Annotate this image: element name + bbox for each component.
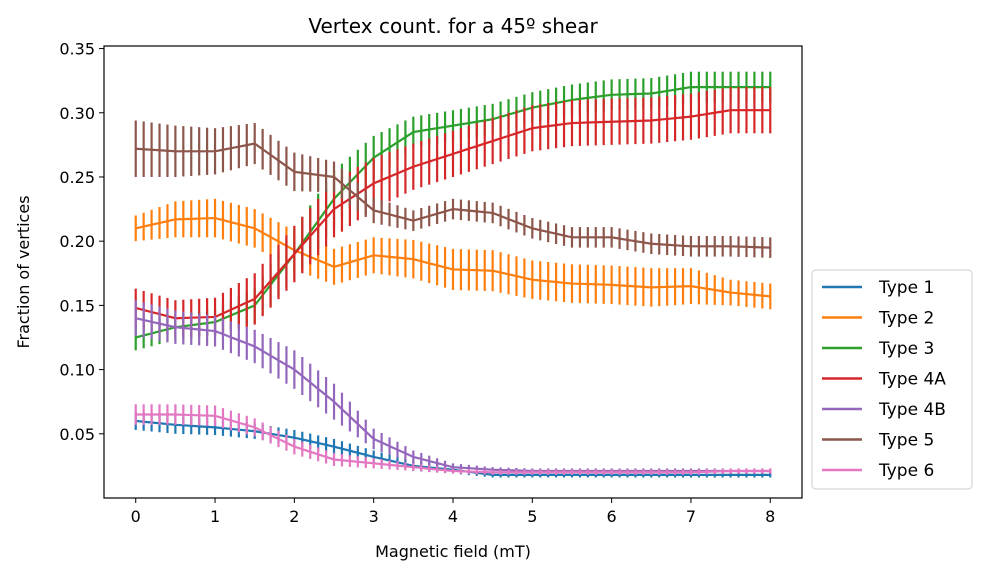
- x-axis: 0 1 2 3 4 5 6 7 8: [131, 498, 775, 526]
- x-tick-label: 2: [289, 507, 299, 526]
- series-type-4b: [134, 300, 772, 474]
- legend-type-4a-label: Type 4A: [878, 370, 946, 390]
- x-tick-label: 3: [369, 507, 379, 526]
- legend-type-5-label: Type 5: [878, 431, 934, 451]
- legend: Type 1 Type 2 Type 3 Type 4A Type 4B Type 5 Ty…: [811, 269, 973, 490]
- x-tick-label: 6: [607, 507, 617, 526]
- series-type-3-line: [135, 85, 771, 339]
- series-type-4a-line: [135, 109, 771, 320]
- y-tick-label: 0.25: [59, 168, 95, 187]
- legend-type-6-label: Type 6: [878, 461, 934, 481]
- legend-type-1-label: Type 1: [878, 278, 934, 298]
- plot-area: [134, 71, 772, 478]
- legend-type-3-label: Type 3: [878, 339, 934, 359]
- y-tick-label: 0.30: [59, 104, 95, 123]
- x-tick-label: 4: [448, 507, 458, 526]
- y-axis: 0.05 0.10 0.15 0.20 0.25 0.30 0.35: [59, 40, 104, 444]
- series-type-5: [134, 120, 772, 258]
- x-tick-label: 1: [210, 507, 220, 526]
- series-type-6-line: [135, 413, 771, 474]
- series-type-4b-line: [135, 317, 771, 473]
- legend-type-4b-label: Type 4B: [878, 400, 946, 420]
- series-type-2-line: [135, 216, 771, 298]
- y-tick-label: 0.35: [59, 40, 95, 59]
- y-tick-label: 0.15: [59, 296, 95, 315]
- y-tick-label: 0.05: [59, 425, 95, 444]
- series-type-6: [134, 404, 772, 475]
- x-axis-label: Magnetic field (mT): [375, 542, 531, 561]
- x-tick-label: 7: [686, 507, 696, 526]
- series-type-5-line: [135, 142, 771, 249]
- y-axis-label: Fraction of vertices: [14, 195, 33, 348]
- y-tick-label: 0.10: [59, 361, 95, 380]
- legend-type-2-label: Type 2: [878, 309, 934, 329]
- x-tick-label: 5: [527, 507, 537, 526]
- chart-title: Vertex count. for a 45º shear: [308, 14, 598, 38]
- legend-box: [811, 269, 973, 490]
- y-tick-label: 0.20: [59, 232, 95, 251]
- x-tick-label: 8: [765, 507, 775, 526]
- x-tick-label: 0: [131, 507, 141, 526]
